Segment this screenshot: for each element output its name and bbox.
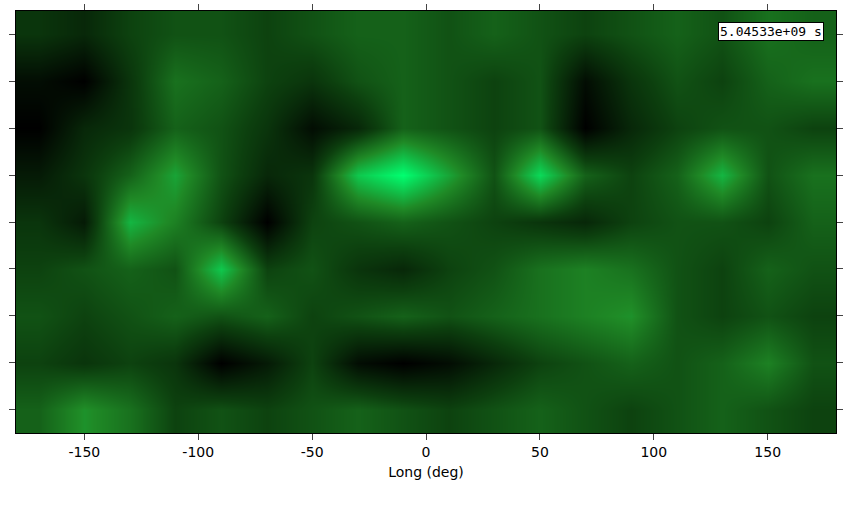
svg-text:0: 0 <box>422 444 431 460</box>
svg-text:50: 50 <box>531 444 549 460</box>
svg-text:100: 100 <box>640 444 667 460</box>
svg-text:5.04533e+09 s: 5.04533e+09 s <box>720 24 822 39</box>
svg-text:-50: -50 <box>301 444 324 460</box>
svg-text:-150: -150 <box>68 444 100 460</box>
svg-text:150: 150 <box>754 444 781 460</box>
svg-text:-100: -100 <box>182 444 214 460</box>
svg-text:Long (deg): Long (deg) <box>388 464 464 480</box>
